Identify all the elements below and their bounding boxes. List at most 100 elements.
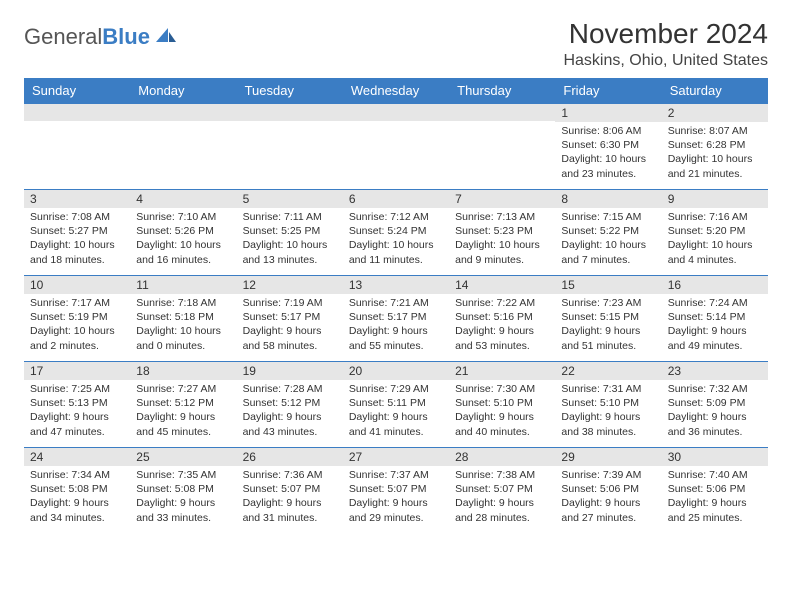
day-info: Sunrise: 7:21 AMSunset: 5:17 PMDaylight:… — [343, 294, 449, 357]
day-number: 2 — [662, 104, 768, 122]
day-number: 19 — [237, 362, 343, 380]
daylight-text: Daylight: 9 hours and 34 minutes. — [30, 496, 124, 524]
daylight-text: Daylight: 10 hours and 4 minutes. — [668, 238, 762, 266]
calendar-table: Sunday Monday Tuesday Wednesday Thursday… — [24, 78, 768, 534]
day-number — [449, 104, 555, 121]
calendar-day-cell: 13Sunrise: 7:21 AMSunset: 5:17 PMDayligh… — [343, 276, 449, 362]
daylight-text: Daylight: 9 hours and 41 minutes. — [349, 410, 443, 438]
day-info: Sunrise: 7:27 AMSunset: 5:12 PMDaylight:… — [130, 380, 236, 443]
daylight-text: Daylight: 10 hours and 11 minutes. — [349, 238, 443, 266]
daylight-text: Daylight: 9 hours and 27 minutes. — [561, 496, 655, 524]
sunrise-text: Sunrise: 8:06 AM — [561, 124, 655, 138]
calendar-day-cell — [130, 104, 236, 190]
day-number: 21 — [449, 362, 555, 380]
weekday-header: Saturday — [662, 78, 768, 104]
day-number: 14 — [449, 276, 555, 294]
day-info: Sunrise: 7:23 AMSunset: 5:15 PMDaylight:… — [555, 294, 661, 357]
day-info: Sunrise: 7:28 AMSunset: 5:12 PMDaylight:… — [237, 380, 343, 443]
day-info: Sunrise: 7:19 AMSunset: 5:17 PMDaylight:… — [237, 294, 343, 357]
weekday-header: Sunday — [24, 78, 130, 104]
sunset-text: Sunset: 5:06 PM — [561, 482, 655, 496]
sunset-text: Sunset: 6:30 PM — [561, 138, 655, 152]
calendar-day-cell: 19Sunrise: 7:28 AMSunset: 5:12 PMDayligh… — [237, 362, 343, 448]
calendar-day-cell: 7Sunrise: 7:13 AMSunset: 5:23 PMDaylight… — [449, 190, 555, 276]
day-info: Sunrise: 7:40 AMSunset: 5:06 PMDaylight:… — [662, 466, 768, 529]
day-number — [130, 104, 236, 121]
header: GeneralBlue November 2024 Haskins, Ohio,… — [24, 18, 768, 70]
calendar-day-cell: 15Sunrise: 7:23 AMSunset: 5:15 PMDayligh… — [555, 276, 661, 362]
day-number: 28 — [449, 448, 555, 466]
daylight-text: Daylight: 9 hours and 53 minutes. — [455, 324, 549, 352]
day-info: Sunrise: 7:37 AMSunset: 5:07 PMDaylight:… — [343, 466, 449, 529]
calendar-week-row: 17Sunrise: 7:25 AMSunset: 5:13 PMDayligh… — [24, 362, 768, 448]
calendar-week-row: 1Sunrise: 8:06 AMSunset: 6:30 PMDaylight… — [24, 104, 768, 190]
calendar-day-cell: 3Sunrise: 7:08 AMSunset: 5:27 PMDaylight… — [24, 190, 130, 276]
calendar-day-cell: 1Sunrise: 8:06 AMSunset: 6:30 PMDaylight… — [555, 104, 661, 190]
day-number: 27 — [343, 448, 449, 466]
sunrise-text: Sunrise: 7:30 AM — [455, 382, 549, 396]
logo: GeneralBlue — [24, 18, 178, 50]
sunrise-text: Sunrise: 7:08 AM — [30, 210, 124, 224]
calendar-day-cell: 23Sunrise: 7:32 AMSunset: 5:09 PMDayligh… — [662, 362, 768, 448]
day-number: 16 — [662, 276, 768, 294]
day-number: 7 — [449, 190, 555, 208]
sunset-text: Sunset: 5:06 PM — [668, 482, 762, 496]
calendar-day-cell — [343, 104, 449, 190]
sunrise-text: Sunrise: 7:39 AM — [561, 468, 655, 482]
day-info: Sunrise: 7:18 AMSunset: 5:18 PMDaylight:… — [130, 294, 236, 357]
sunrise-text: Sunrise: 7:36 AM — [243, 468, 337, 482]
sunset-text: Sunset: 5:22 PM — [561, 224, 655, 238]
day-number: 13 — [343, 276, 449, 294]
day-info: Sunrise: 7:11 AMSunset: 5:25 PMDaylight:… — [237, 208, 343, 271]
sunrise-text: Sunrise: 7:28 AM — [243, 382, 337, 396]
sunrise-text: Sunrise: 7:19 AM — [243, 296, 337, 310]
day-number: 30 — [662, 448, 768, 466]
daylight-text: Daylight: 9 hours and 36 minutes. — [668, 410, 762, 438]
day-number: 4 — [130, 190, 236, 208]
sunset-text: Sunset: 5:12 PM — [136, 396, 230, 410]
calendar-day-cell: 18Sunrise: 7:27 AMSunset: 5:12 PMDayligh… — [130, 362, 236, 448]
calendar-day-cell: 16Sunrise: 7:24 AMSunset: 5:14 PMDayligh… — [662, 276, 768, 362]
sunset-text: Sunset: 5:15 PM — [561, 310, 655, 324]
daylight-text: Daylight: 9 hours and 49 minutes. — [668, 324, 762, 352]
weekday-header: Wednesday — [343, 78, 449, 104]
sunset-text: Sunset: 5:18 PM — [136, 310, 230, 324]
daylight-text: Daylight: 10 hours and 16 minutes. — [136, 238, 230, 266]
sunrise-text: Sunrise: 7:37 AM — [349, 468, 443, 482]
daylight-text: Daylight: 9 hours and 51 minutes. — [561, 324, 655, 352]
calendar-day-cell: 5Sunrise: 7:11 AMSunset: 5:25 PMDaylight… — [237, 190, 343, 276]
day-info: Sunrise: 7:22 AMSunset: 5:16 PMDaylight:… — [449, 294, 555, 357]
day-info: Sunrise: 7:10 AMSunset: 5:26 PMDaylight:… — [130, 208, 236, 271]
sunrise-text: Sunrise: 7:23 AM — [561, 296, 655, 310]
day-info: Sunrise: 7:15 AMSunset: 5:22 PMDaylight:… — [555, 208, 661, 271]
daylight-text: Daylight: 10 hours and 2 minutes. — [30, 324, 124, 352]
sunset-text: Sunset: 5:13 PM — [30, 396, 124, 410]
sunrise-text: Sunrise: 7:13 AM — [455, 210, 549, 224]
sunset-text: Sunset: 5:07 PM — [349, 482, 443, 496]
daylight-text: Daylight: 9 hours and 55 minutes. — [349, 324, 443, 352]
sunset-text: Sunset: 5:08 PM — [30, 482, 124, 496]
day-number: 23 — [662, 362, 768, 380]
calendar-day-cell: 20Sunrise: 7:29 AMSunset: 5:11 PMDayligh… — [343, 362, 449, 448]
calendar-day-cell: 10Sunrise: 7:17 AMSunset: 5:19 PMDayligh… — [24, 276, 130, 362]
day-info: Sunrise: 7:25 AMSunset: 5:13 PMDaylight:… — [24, 380, 130, 443]
day-info: Sunrise: 7:36 AMSunset: 5:07 PMDaylight:… — [237, 466, 343, 529]
day-info: Sunrise: 7:16 AMSunset: 5:20 PMDaylight:… — [662, 208, 768, 271]
calendar-day-cell: 11Sunrise: 7:18 AMSunset: 5:18 PMDayligh… — [130, 276, 236, 362]
daylight-text: Daylight: 10 hours and 23 minutes. — [561, 152, 655, 180]
weekday-header-row: Sunday Monday Tuesday Wednesday Thursday… — [24, 78, 768, 104]
daylight-text: Daylight: 10 hours and 9 minutes. — [455, 238, 549, 266]
day-number: 17 — [24, 362, 130, 380]
day-number: 18 — [130, 362, 236, 380]
sunrise-text: Sunrise: 7:16 AM — [668, 210, 762, 224]
calendar-day-cell: 4Sunrise: 7:10 AMSunset: 5:26 PMDaylight… — [130, 190, 236, 276]
calendar-day-cell: 29Sunrise: 7:39 AMSunset: 5:06 PMDayligh… — [555, 448, 661, 534]
day-info: Sunrise: 8:07 AMSunset: 6:28 PMDaylight:… — [662, 122, 768, 185]
sunset-text: Sunset: 5:20 PM — [668, 224, 762, 238]
daylight-text: Daylight: 9 hours and 43 minutes. — [243, 410, 337, 438]
day-info: Sunrise: 7:38 AMSunset: 5:07 PMDaylight:… — [449, 466, 555, 529]
day-number — [237, 104, 343, 121]
day-number — [343, 104, 449, 121]
sunrise-text: Sunrise: 7:35 AM — [136, 468, 230, 482]
logo-text-gray: General — [24, 24, 102, 50]
